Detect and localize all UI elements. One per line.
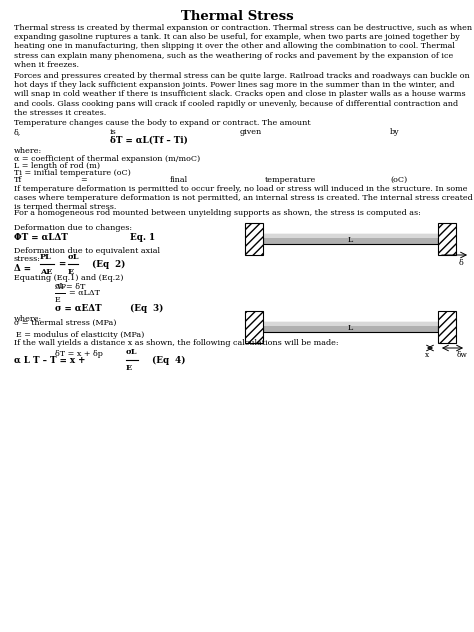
Bar [263, 322, 438, 332]
Text: Δ =: Δ = [14, 264, 31, 273]
Text: given: given [240, 128, 262, 136]
Text: If the wall yields a distance x as shown, the following calculations will be mad: If the wall yields a distance x as shown… [14, 339, 338, 347]
Text: Ti = initial temperature (oC): Ti = initial temperature (oC) [14, 169, 131, 177]
Text: If temperature deformation is permitted to occur freely, no load or stress will : If temperature deformation is permitted … [14, 185, 473, 211]
Text: σ = αEΔT: σ = αEΔT [55, 304, 101, 313]
Text: where:: where: [14, 315, 42, 323]
Text: Equating (Eq.1) and (Eq.2): Equating (Eq.1) and (Eq.2) [14, 274, 124, 282]
Text: by: by [390, 128, 400, 136]
Text: σL: σL [68, 253, 80, 261]
Text: σL: σL [55, 282, 65, 290]
Text: is: is [110, 128, 117, 136]
Text: temperature: temperature [265, 176, 316, 184]
Text: (Eq  4): (Eq 4) [152, 355, 185, 365]
Text: Eq. 1: Eq. 1 [130, 233, 155, 242]
Text: Forces and pressures created by thermal stress can be quite large. Railroad trac: Forces and pressures created by thermal … [14, 72, 470, 117]
Text: ΦT = αLΔT: ΦT = αLΔT [14, 233, 68, 242]
Text: (Eq  2): (Eq 2) [92, 260, 126, 269]
Text: (Eq  3): (Eq 3) [130, 304, 164, 313]
Text: α L T – T = x +: α L T – T = x + [14, 355, 85, 365]
Text: Thermal Stress: Thermal Stress [181, 10, 293, 23]
Text: δT = αL(Tf – Ti): δT = αL(Tf – Ti) [110, 136, 188, 145]
Text: ΔP= δT: ΔP= δT [55, 283, 85, 291]
Text: For a homogeneous rod mounted between unyielding supports as shown, the stress i: For a homogeneous rod mounted between un… [14, 209, 421, 217]
Text: E: E [55, 296, 61, 304]
Text: Tf: Tf [14, 176, 22, 184]
Text: σ = thermal stress (MPa): σ = thermal stress (MPa) [14, 319, 117, 327]
Bar [245, 223, 263, 255]
Text: Thermal stress is created by thermal expansion or contraction. Thermal stress ca: Thermal stress is created by thermal exp… [14, 24, 472, 69]
Text: =: = [58, 260, 65, 269]
Text: AE: AE [40, 268, 52, 276]
Text: = αLΔT: = αLΔT [69, 289, 100, 297]
Text: x: x [425, 351, 429, 359]
Text: L: L [348, 236, 353, 244]
Text: E: E [68, 268, 74, 276]
Text: E = modulus of elasticity (MPa): E = modulus of elasticity (MPa) [16, 331, 145, 339]
Bar [263, 234, 438, 238]
Bar [438, 223, 456, 255]
Text: where:: where: [14, 147, 42, 155]
Text: L: L [348, 324, 353, 332]
Text: δT = x + δp: δT = x + δp [55, 350, 103, 358]
Text: (oC): (oC) [390, 176, 407, 184]
Text: α = coefficient of thermal expansion (m/moC): α = coefficient of thermal expansion (m/… [14, 155, 200, 163]
Text: =: = [80, 176, 87, 184]
Text: final: final [170, 176, 188, 184]
Text: E: E [126, 364, 132, 372]
Bar [263, 322, 438, 326]
Text: δ,: δ, [14, 128, 21, 136]
Text: PL: PL [40, 253, 52, 261]
Text: δw: δw [457, 351, 468, 359]
Text: Temperature changes cause the body to expand or contract. The amount: Temperature changes cause the body to ex… [14, 119, 310, 127]
Bar [438, 311, 456, 343]
Text: Deformation due to equivalent axial: Deformation due to equivalent axial [14, 247, 160, 255]
Text: stress:: stress: [14, 255, 41, 263]
Text: σL: σL [126, 348, 137, 356]
Bar [263, 234, 438, 244]
Text: δ: δ [459, 259, 464, 267]
Text: L = length of rod (m): L = length of rod (m) [14, 162, 100, 170]
Text: Deformation due to changes:: Deformation due to changes: [14, 224, 132, 232]
Bar [245, 311, 263, 343]
